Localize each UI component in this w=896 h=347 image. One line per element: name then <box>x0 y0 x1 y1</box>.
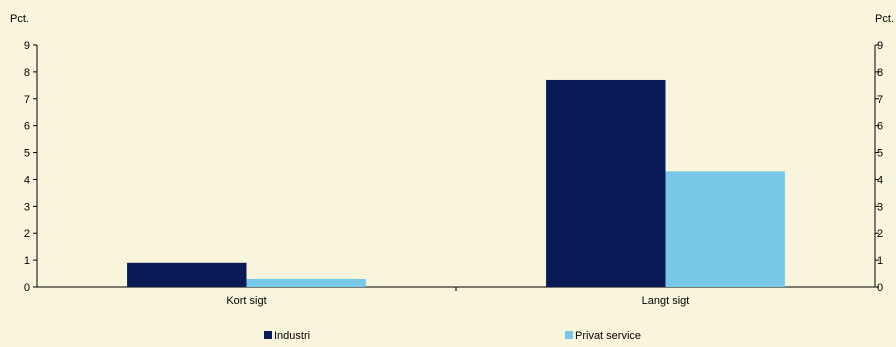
y-tick-label-left: 1 <box>24 255 30 267</box>
y-tick-label-left: 4 <box>24 174 30 186</box>
y-tick-label-left: 5 <box>24 148 30 160</box>
bar-privat-service <box>246 278 366 287</box>
y-tick-label-left: 9 <box>24 40 30 52</box>
y-tick-label-left: 7 <box>24 94 30 106</box>
y-tick-label-left: 8 <box>24 67 30 79</box>
y-unit-right: Pct. <box>875 13 894 25</box>
y-tick-label-right: 6 <box>877 121 883 133</box>
y-tick-label-left: 6 <box>24 121 30 133</box>
legend-label: Industri <box>274 330 310 342</box>
y-tick-label-right: 9 <box>877 40 883 52</box>
legend-swatch <box>264 331 272 339</box>
y-tick-label-right: 8 <box>877 67 883 79</box>
y-tick-label-right: 2 <box>877 228 883 240</box>
y-tick-label-right: 1 <box>877 255 883 267</box>
legend-swatch <box>565 331 573 339</box>
y-tick-label-right: 4 <box>877 174 883 186</box>
y-tick-label-right: 0 <box>877 282 883 294</box>
legend-label: Privat service <box>575 330 641 342</box>
bar-privat-service <box>665 171 785 287</box>
y-tick-label-left: 0 <box>24 282 30 294</box>
bar-industri <box>127 262 247 287</box>
y-tick-label-left: 2 <box>24 228 30 240</box>
bar-industri <box>546 79 666 287</box>
y-tick-label-left: 3 <box>24 201 30 213</box>
x-tick-label: Kort sigt <box>226 295 266 307</box>
y-tick-label-right: 3 <box>877 201 883 213</box>
y-tick-label-right: 7 <box>877 94 883 106</box>
y-unit-left: Pct. <box>10 13 29 25</box>
y-tick-label-right: 5 <box>877 148 883 160</box>
x-tick-label: Langt sigt <box>642 295 690 307</box>
